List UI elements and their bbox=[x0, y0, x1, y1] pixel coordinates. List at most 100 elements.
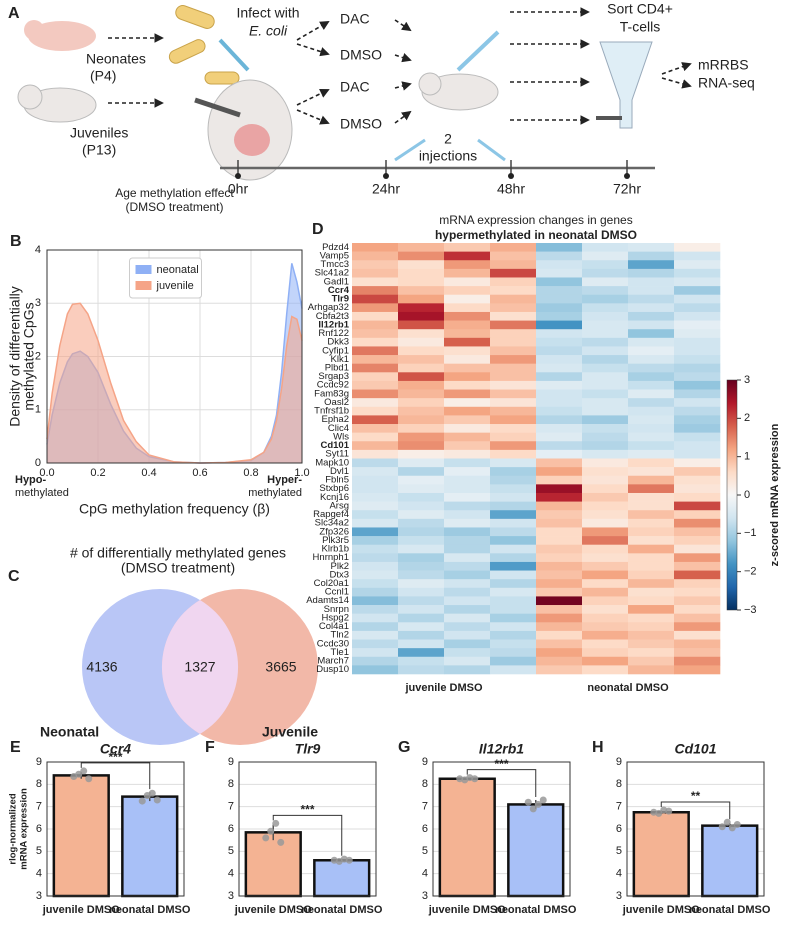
label: T-cells bbox=[620, 19, 660, 35]
data-point bbox=[85, 775, 93, 783]
annotation: Hyper- bbox=[267, 474, 302, 486]
heatmap-cell bbox=[490, 311, 537, 321]
y-tick-label: 6 bbox=[36, 823, 42, 835]
heatmap-cell bbox=[398, 605, 445, 614]
heatmap-cell bbox=[444, 596, 491, 606]
y-tick-label: 9 bbox=[36, 756, 42, 768]
heatmap-cell bbox=[398, 622, 445, 632]
axes-frame bbox=[626, 761, 765, 897]
heatmap-cell bbox=[352, 449, 399, 459]
heatmap-cell bbox=[582, 622, 629, 632]
y-tick-label: 5 bbox=[616, 845, 622, 857]
label: 2 bbox=[444, 131, 452, 147]
heatmap-cell bbox=[398, 449, 445, 459]
data-point bbox=[80, 767, 88, 775]
row-label: Tnfrsf1b bbox=[314, 406, 349, 417]
heatmap-cell bbox=[352, 648, 399, 658]
heatmap-cell bbox=[628, 665, 675, 675]
heatmap-cell bbox=[674, 449, 721, 459]
row-label: Ccdc92 bbox=[317, 380, 349, 391]
heatmap-cell bbox=[628, 329, 675, 339]
heatmap-cell bbox=[490, 303, 537, 313]
venn-overlap bbox=[161, 600, 239, 734]
heatmap-cell bbox=[536, 398, 583, 408]
heatmap-cell bbox=[536, 510, 583, 520]
row-label: Dtx3 bbox=[329, 569, 349, 580]
chart-title: Ccr4 bbox=[100, 741, 131, 757]
heatmap-cell bbox=[352, 613, 399, 623]
heatmap-cell bbox=[536, 587, 583, 597]
y-tick-label: 7 bbox=[422, 801, 428, 813]
heatmap-cell bbox=[628, 553, 675, 563]
heatmap-cell bbox=[352, 303, 399, 313]
heatmap-cell bbox=[536, 553, 583, 563]
heatmap-cell bbox=[444, 587, 491, 597]
heatmap-cell bbox=[536, 492, 583, 502]
row-label: Cbfa2t3 bbox=[316, 311, 349, 322]
label: RNA-seq bbox=[698, 75, 755, 91]
heatmap-cell bbox=[536, 277, 583, 287]
heatmap-cell bbox=[444, 561, 491, 571]
y-tick-label: 0 bbox=[35, 457, 41, 469]
heatmap-cell bbox=[352, 622, 399, 632]
row-label: Col20a1 bbox=[314, 578, 349, 589]
density-area bbox=[47, 303, 302, 463]
heatmap-cell bbox=[582, 587, 629, 597]
heatmap-cell bbox=[582, 648, 629, 658]
heatmap-cell bbox=[352, 467, 399, 477]
heatmap-cell bbox=[674, 613, 721, 623]
data-point bbox=[524, 798, 532, 806]
heatmap-cell bbox=[444, 492, 491, 502]
y-tick-label: 3 bbox=[616, 890, 622, 902]
heatmap-cell bbox=[582, 303, 629, 313]
y-tick-label: 6 bbox=[422, 823, 428, 835]
row-label: Il12rb1 bbox=[318, 319, 349, 330]
heatmap-cell bbox=[536, 449, 583, 459]
heatmap-cell bbox=[490, 380, 537, 390]
heatmap-cell bbox=[398, 553, 445, 563]
heatmap-cell bbox=[398, 424, 445, 433]
heatmap-cell bbox=[444, 458, 491, 468]
x-tick-label: juvenile DMSO bbox=[234, 904, 312, 916]
heatmap-cell bbox=[398, 320, 445, 330]
heatmap-cell bbox=[490, 389, 537, 399]
heatmap-cell bbox=[490, 630, 537, 640]
heatmap-cell bbox=[490, 243, 537, 252]
heatmap-cell bbox=[490, 596, 537, 606]
heatmap-cell bbox=[490, 605, 537, 614]
heatmap-cell bbox=[628, 605, 675, 614]
heatmap-cell bbox=[536, 286, 583, 296]
heatmap-cell bbox=[582, 613, 629, 623]
row-label: Plbd1 bbox=[325, 363, 349, 374]
y-tick-label: 8 bbox=[36, 778, 42, 790]
y-tick-label: 4 bbox=[616, 868, 622, 880]
colorbar-tick-label: 1 bbox=[744, 451, 750, 463]
heatmap-cell bbox=[398, 596, 445, 606]
title: hypermethylated in neonatal DMSO bbox=[435, 228, 637, 242]
heatmap-cell bbox=[490, 415, 537, 425]
heatmap-cell bbox=[536, 303, 583, 313]
heatmap-cell bbox=[444, 510, 491, 520]
data-point bbox=[665, 807, 673, 815]
heatmap-cell bbox=[352, 510, 399, 520]
heatmap-cell bbox=[674, 492, 721, 502]
row-label: Oasl2 bbox=[324, 397, 349, 408]
heatmap-cell bbox=[536, 243, 583, 252]
heatmap-cell bbox=[582, 596, 629, 606]
heatmap-cell bbox=[628, 536, 675, 545]
heatmap-cell bbox=[444, 544, 491, 554]
data-point bbox=[471, 775, 479, 783]
x-axis-label: CpG methylation frequency (β) bbox=[79, 501, 270, 517]
row-label: Hspg2 bbox=[322, 612, 349, 623]
heatmap-cell bbox=[582, 501, 629, 511]
row-label: Col4a1 bbox=[319, 621, 349, 632]
heatmap-cell bbox=[444, 527, 491, 537]
heatmap-cell bbox=[582, 346, 629, 356]
heatmap-cell bbox=[536, 596, 583, 606]
y-tick-label: 7 bbox=[36, 801, 42, 813]
heatmap-cell bbox=[536, 570, 583, 580]
heatmap-cell bbox=[352, 518, 399, 528]
row-label: Dvl1 bbox=[330, 466, 349, 477]
heatmap-cell bbox=[444, 467, 491, 477]
